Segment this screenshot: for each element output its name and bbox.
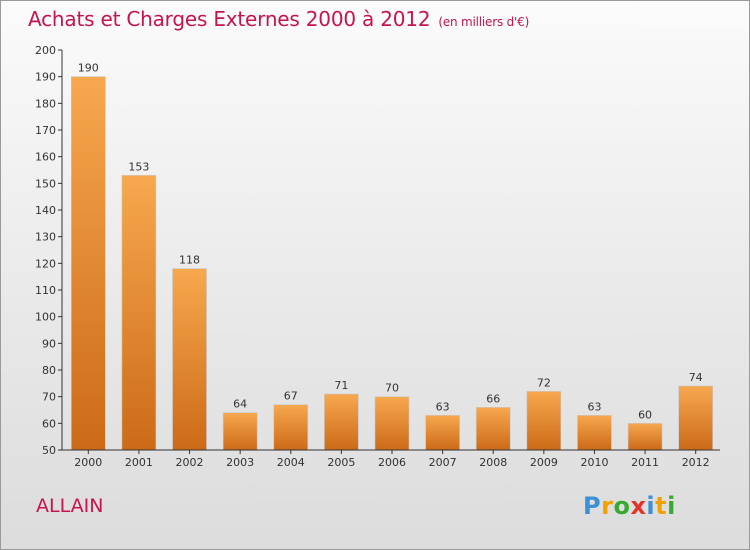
data-label-2006: 70	[385, 382, 399, 395]
y-tick-label-50: 50	[42, 444, 56, 457]
x-tick-label-2000: 2000	[74, 456, 102, 469]
bar-2006	[374, 396, 410, 451]
x-tick-label-2009: 2009	[530, 456, 558, 469]
data-label-2004: 67	[284, 390, 298, 403]
bar-2003	[222, 412, 258, 451]
y-tick-label-130: 130	[35, 231, 56, 244]
data-label-2005: 71	[334, 379, 348, 392]
logo-letter: r	[601, 492, 614, 520]
x-tick-label-2011: 2011	[631, 456, 659, 469]
y-tick-label-110: 110	[35, 284, 56, 297]
logo-letter: t	[655, 492, 668, 520]
x-tick-label-2005: 2005	[327, 456, 355, 469]
chart-title: Achats et Charges Externes 2000 à 2012 (e…	[28, 7, 529, 31]
y-tick-label-120: 120	[35, 257, 56, 270]
data-label-2001: 153	[128, 160, 149, 173]
data-label-2007: 63	[436, 400, 450, 413]
title-text: Achats et Charges Externes 2000 à 2012	[28, 7, 431, 31]
axes-group: 2000 2001 2002 2003 2004 2005 2006 2007 2008 2009…	[35, 44, 720, 469]
y-tick-label-60: 60	[42, 417, 56, 430]
data-label-2002: 118	[179, 254, 200, 267]
data-label-2012: 74	[689, 371, 703, 384]
bar-2000	[71, 76, 106, 451]
data-label-2011: 60	[638, 408, 652, 421]
logo-letter: P	[583, 492, 602, 520]
bar-2008	[475, 407, 511, 451]
x-tick-label-2001: 2001	[125, 456, 153, 469]
x-tick-label-2012: 2012	[682, 456, 710, 469]
x-tick-label-2010: 2010	[580, 456, 608, 469]
x-tick-label-2002: 2002	[176, 456, 204, 469]
data-label-2000: 190	[78, 62, 99, 75]
y-tick-label-70: 70	[42, 391, 56, 404]
logo-letter: o	[613, 492, 631, 520]
chart-subtitle: (en milliers d'€)	[438, 15, 530, 29]
logo-letter: x	[630, 492, 647, 520]
bar-2007	[425, 415, 460, 451]
y-tick-label-80: 80	[42, 364, 56, 377]
y-tick-label-140: 140	[35, 204, 56, 217]
bar-2010	[577, 415, 612, 451]
bar-2001	[121, 175, 157, 451]
data-label-2003: 64	[233, 398, 247, 411]
x-tick-label-2008: 2008	[479, 456, 507, 469]
commune-name: ALLAIN	[36, 495, 104, 517]
y-tick-label-100: 100	[35, 311, 56, 324]
x-tick-label-2003: 2003	[226, 456, 254, 469]
data-label-2008: 66	[486, 392, 500, 405]
bar-2009	[526, 391, 562, 451]
bar-2011	[627, 423, 663, 451]
proxiti-logo[interactable]: Proxiti	[583, 492, 676, 520]
y-tick-label-160: 160	[35, 151, 56, 164]
x-tick-label-2007: 2007	[429, 456, 457, 469]
y-tick-label-150: 150	[35, 177, 56, 190]
bar-2002	[172, 268, 207, 451]
data-label-2009: 72	[537, 376, 551, 389]
bars-group: 190 153 118 64 67 71 70 63 66 72 63 60 74	[71, 62, 713, 451]
y-tick-label-200: 200	[35, 44, 56, 57]
bar-2005	[324, 393, 359, 451]
data-label-2010: 63	[587, 400, 601, 413]
logo-letter: i	[667, 492, 676, 520]
y-tick-label-190: 190	[35, 71, 56, 84]
logo-letter: i	[646, 492, 656, 520]
x-tick-label-2004: 2004	[277, 456, 305, 469]
bar-2004	[273, 404, 309, 451]
y-tick-label-90: 90	[42, 337, 56, 350]
bar-2012	[678, 385, 713, 451]
x-tick-label-2006: 2006	[378, 456, 406, 469]
y-tick-label-180: 180	[35, 97, 56, 110]
y-tick-label-170: 170	[35, 124, 56, 137]
